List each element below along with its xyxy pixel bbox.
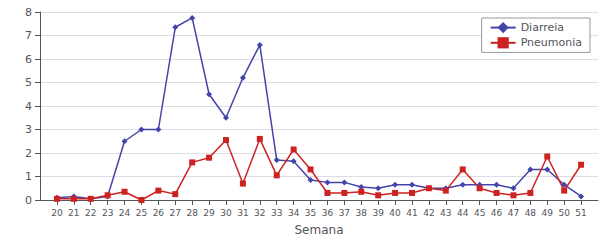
svg-text:2: 2 [25,147,32,160]
svg-text:49: 49 [542,208,554,218]
svg-text:46: 46 [491,208,503,218]
svg-text:50: 50 [558,208,570,218]
svg-text:31: 31 [237,208,248,218]
svg-text:Pneumonia: Pneumonia [521,36,582,49]
svg-text:40: 40 [389,208,401,218]
svg-text:26: 26 [153,208,165,218]
svg-text:7: 7 [25,29,32,42]
svg-text:37: 37 [339,208,350,218]
svg-text:48: 48 [525,208,537,218]
svg-text:51: 51 [575,208,586,218]
svg-text:4: 4 [25,100,32,113]
svg-text:47: 47 [508,208,519,218]
svg-text:38: 38 [356,208,368,218]
svg-text:34: 34 [288,208,300,218]
svg-text:44: 44 [457,208,469,218]
svg-text:20: 20 [51,208,63,218]
svg-text:43: 43 [440,208,451,218]
svg-text:33: 33 [271,208,282,218]
svg-text:41: 41 [406,208,417,218]
svg-text:45: 45 [474,208,485,218]
svg-text:35: 35 [305,208,316,218]
svg-text:42: 42 [423,208,434,218]
svg-text:27: 27 [170,208,181,218]
svg-text:1: 1 [25,170,32,183]
svg-text:30: 30 [220,208,232,218]
svg-text:39: 39 [372,208,384,218]
svg-text:32: 32 [254,208,265,218]
svg-text:3: 3 [25,123,32,136]
svg-text:29: 29 [203,208,215,218]
svg-text:21: 21 [68,208,79,218]
svg-text:6: 6 [25,53,32,66]
svg-text:36: 36 [322,208,334,218]
svg-text:22: 22 [85,208,96,218]
svg-text:5: 5 [25,76,32,89]
svg-text:0: 0 [25,194,32,207]
svg-text:28: 28 [186,208,198,218]
svg-text:Semana: Semana [294,223,343,237]
svg-text:23: 23 [102,208,113,218]
svg-text:25: 25 [136,208,147,218]
svg-text:Diarreia: Diarreia [521,21,564,34]
svg-text:8: 8 [25,6,32,19]
svg-text:24: 24 [119,208,131,218]
